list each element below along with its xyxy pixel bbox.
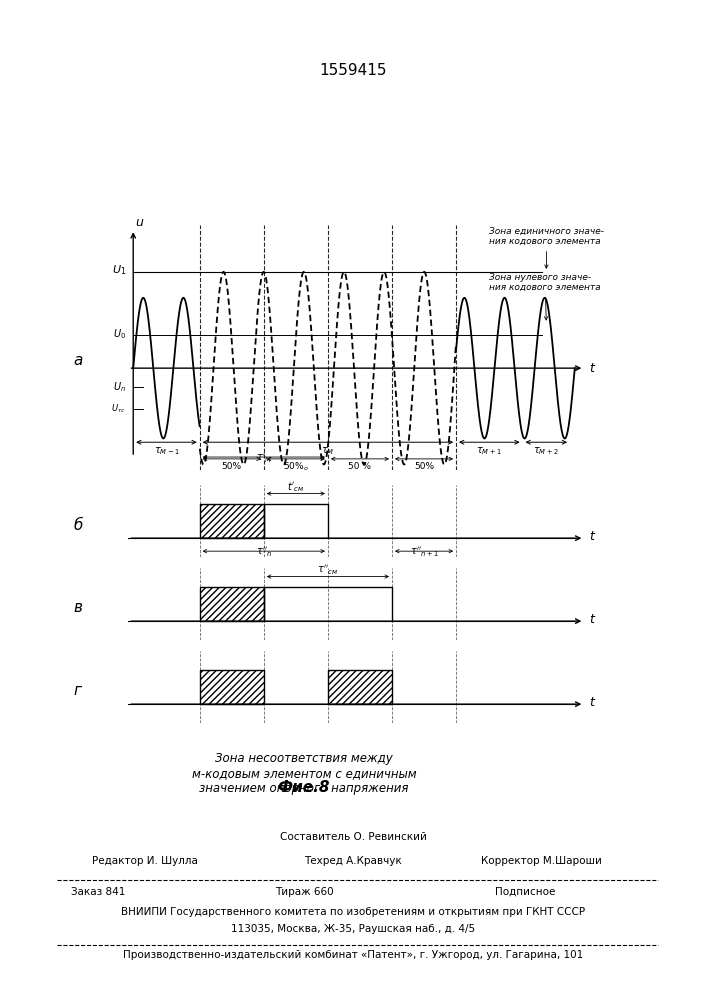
Text: Подписное: Подписное bbox=[495, 887, 555, 897]
Text: $U_1$: $U_1$ bbox=[112, 263, 126, 277]
Text: $U_{тс}$: $U_{тс}$ bbox=[112, 403, 126, 415]
Text: $\tau_{M+2}$: $\tau_{M+2}$ bbox=[534, 445, 559, 457]
Text: u: u bbox=[136, 216, 144, 229]
Text: Составитель О. Ревинский: Составитель О. Ревинский bbox=[280, 832, 427, 842]
Text: Производственно-издательский комбинат «Патент», г. Ужгород, ул. Гагарина, 101: Производственно-издательский комбинат «П… bbox=[124, 950, 583, 960]
Text: Техред А.Кравчук: Техред А.Кравчук bbox=[304, 856, 402, 866]
Text: 1559415: 1559415 bbox=[320, 63, 387, 78]
Text: ВНИИПИ Государственного комитета по изобретениям и открытиям при ГКНТ СССР: ВНИИПИ Государственного комитета по изоб… bbox=[122, 907, 585, 917]
Bar bbox=[199, 504, 264, 538]
Text: 50 %: 50 % bbox=[349, 462, 371, 471]
Text: t: t bbox=[589, 362, 594, 375]
Bar bbox=[199, 587, 264, 621]
Bar bbox=[328, 670, 392, 704]
Text: $U_n$: $U_n$ bbox=[113, 380, 126, 394]
Text: $U_0$: $U_0$ bbox=[113, 327, 126, 341]
Text: Зона единичного значе-
ния кодового элемента: Зона единичного значе- ния кодового элем… bbox=[489, 227, 604, 268]
Text: $\tau_M$: $\tau_M$ bbox=[321, 445, 334, 457]
Text: Зона нулевого значе-
ния кодового элемента: Зона нулевого значе- ния кодового элемен… bbox=[489, 273, 601, 320]
Text: $\tau'_M$: $\tau'_M$ bbox=[256, 452, 272, 465]
Text: Фие.8: Фие.8 bbox=[278, 780, 330, 795]
Text: $\tau''_n$: $\tau''_n$ bbox=[256, 546, 272, 559]
Text: Корректор М.Шароши: Корректор М.Шароши bbox=[481, 856, 602, 866]
Text: а: а bbox=[73, 353, 83, 368]
Text: t: t bbox=[589, 696, 594, 709]
Text: г: г bbox=[74, 683, 82, 698]
Text: 50%: 50% bbox=[414, 462, 434, 471]
Text: 50$\%_o$: 50$\%_o$ bbox=[283, 460, 309, 473]
Text: Заказ 841: Заказ 841 bbox=[71, 887, 125, 897]
Text: 50%: 50% bbox=[222, 462, 242, 471]
Text: Тираж 660: Тираж 660 bbox=[275, 887, 333, 897]
Text: в: в bbox=[74, 600, 82, 615]
Text: $\tau_{M+1}$: $\tau_{M+1}$ bbox=[477, 445, 502, 457]
Text: $\tau''_{cм}$: $\tau''_{cм}$ bbox=[317, 563, 339, 577]
Text: $\tau''_{n+1}$: $\tau''_{n+1}$ bbox=[409, 546, 438, 559]
Text: 113035, Москва, Ж-35, Раушская наб., д. 4/5: 113035, Москва, Ж-35, Раушская наб., д. … bbox=[231, 924, 476, 934]
Text: t: t bbox=[589, 613, 594, 626]
Text: $t'_{cм}$: $t'_{cм}$ bbox=[287, 480, 305, 494]
Text: $\tau_{M-1}$: $\tau_{M-1}$ bbox=[153, 445, 180, 457]
Text: Зона несоответствия между
м-кодовым элементом с единичным
значением опорного нап: Зона несоответствия между м-кодовым элем… bbox=[192, 752, 416, 795]
Text: Редактор И. Шулла: Редактор И. Шулла bbox=[92, 856, 198, 866]
Text: t: t bbox=[589, 530, 594, 543]
Bar bbox=[199, 670, 264, 704]
Text: б: б bbox=[73, 518, 83, 533]
